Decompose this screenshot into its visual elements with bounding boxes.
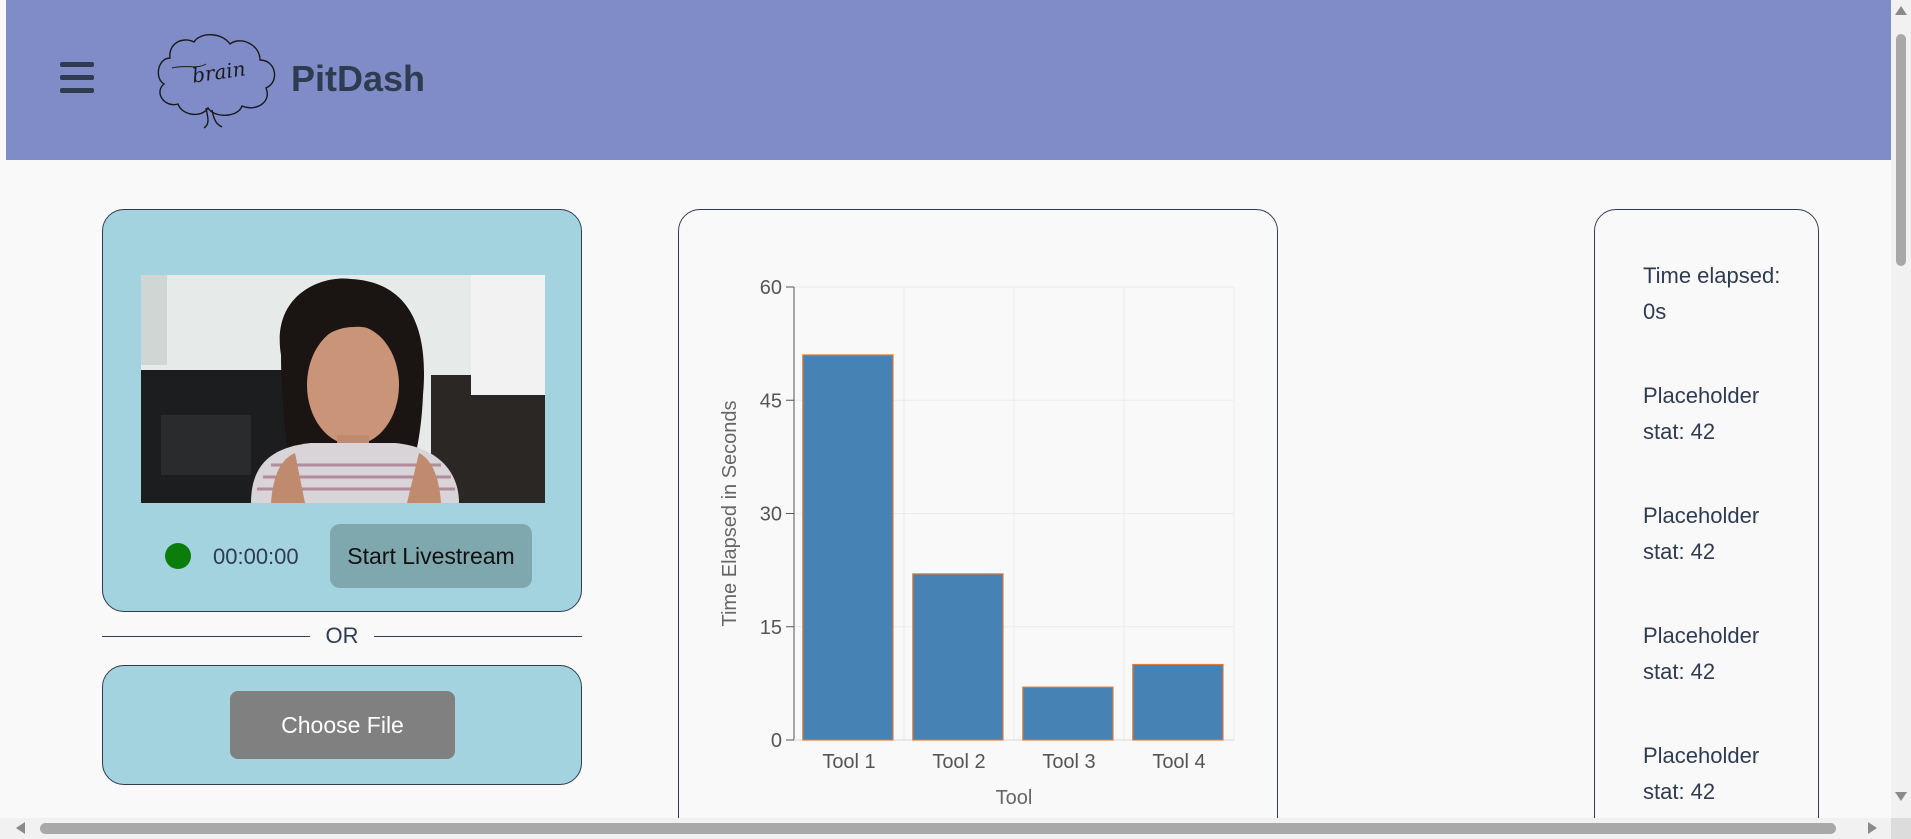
y-axis-label: Time Elapsed in Seconds <box>719 400 741 626</box>
main-content: 00:00:00 Start Livestream OR Choose File… <box>6 160 1891 818</box>
stat-item: Placeholder stat: 42 <box>1643 383 1760 444</box>
or-label: OR <box>325 623 359 648</box>
or-divider: OR <box>102 622 582 652</box>
livestream-card: 00:00:00 Start Livestream <box>102 209 582 612</box>
vertical-scroll-thumb[interactable] <box>1896 34 1906 266</box>
bar-tool-2 <box>912 573 1004 741</box>
bar-tool-3 <box>1022 686 1114 741</box>
bar-tool-4 <box>1132 663 1224 741</box>
choose-file-button[interactable]: Choose File <box>230 691 455 759</box>
page: brain PitDash <box>6 0 1891 818</box>
scroll-left-icon[interactable] <box>16 822 25 834</box>
horizontal-scrollbar[interactable] <box>0 818 1891 839</box>
app-header: brain PitDash <box>6 0 1891 160</box>
scroll-down-icon[interactable] <box>1895 792 1907 801</box>
hamburger-menu-icon[interactable] <box>54 58 100 98</box>
x-tick-label: Tool 4 <box>1152 751 1205 773</box>
stream-timer: 00:00:00 <box>213 544 299 569</box>
x-tick-label: Tool 1 <box>822 751 875 773</box>
stat-item: Placeholder stat: 42 <box>1643 743 1760 804</box>
x-tick-label: Tool 3 <box>1042 751 1095 773</box>
scrollbar-corner <box>1891 818 1911 839</box>
stats-card: Time elapsed: 0s Placeholder stat: 42 Pl… <box>1594 209 1819 818</box>
divider-line-left <box>102 636 310 637</box>
scroll-up-icon[interactable] <box>1895 6 1907 15</box>
y-tick-label: 15 <box>760 617 782 639</box>
y-tick-label: 0 <box>771 730 782 752</box>
stat-item: Placeholder stat: 42 <box>1643 503 1760 564</box>
chart-card: 0 15 30 45 60 Tool 1 Tool 2 Tool 3 Tool 4 Tool Tim… <box>678 209 1278 818</box>
divider-line-right <box>374 636 582 637</box>
y-tick-label: 45 <box>760 390 782 412</box>
tool-time-bar-chart: 0 15 30 45 60 Tool 1 Tool 2 Tool 3 Tool 4 Tool Tim… <box>719 277 1235 809</box>
horizontal-scroll-thumb[interactable] <box>40 823 1836 834</box>
start-livestream-button[interactable]: Start Livestream <box>330 524 532 588</box>
webcam-video <box>141 275 545 503</box>
stat-item: Placeholder stat: 42 <box>1643 623 1760 684</box>
upload-card: Choose File <box>102 665 582 785</box>
y-tick-label: 60 <box>760 277 782 299</box>
x-axis-label: Tool <box>996 787 1033 809</box>
x-tick-label: Tool 2 <box>932 751 985 773</box>
stat-time-elapsed: Time elapsed: 0s <box>1643 263 1781 324</box>
scroll-right-icon[interactable] <box>1868 822 1877 834</box>
stream-status-indicator <box>165 543 191 569</box>
svg-text:brain: brain <box>191 56 247 87</box>
bar-tool-1 <box>802 354 894 741</box>
vertical-scrollbar[interactable] <box>1891 0 1911 818</box>
y-tick-label: 30 <box>760 504 782 526</box>
app-title: PitDash <box>291 58 426 99</box>
brain-logo: brain <box>157 34 276 129</box>
